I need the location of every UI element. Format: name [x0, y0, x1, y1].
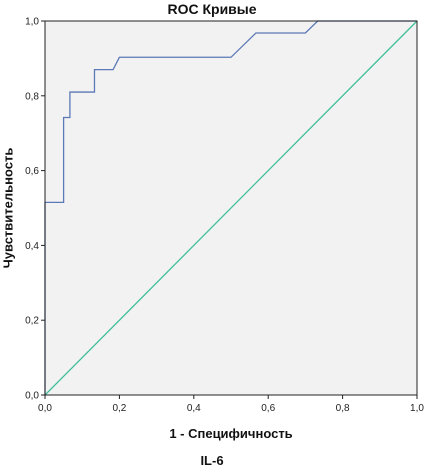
x-tick-label: 0,4 — [187, 403, 201, 414]
x-tick-label: 0,6 — [261, 403, 275, 414]
x-tick-label: 0,2 — [112, 403, 126, 414]
x-tick-label: 0,8 — [336, 403, 350, 414]
y-tick-label: 0,2 — [25, 316, 39, 327]
y-tick-label: 0,4 — [25, 241, 39, 252]
y-tick-label: 0,6 — [25, 166, 39, 177]
y-axis-label: Чувствительность — [0, 147, 16, 269]
y-tick-label: 0,0 — [25, 391, 39, 402]
y-tick-label: 0,8 — [25, 91, 39, 102]
plot-frame — [44, 20, 418, 396]
x-axis-label: 1 - Специфичность — [169, 426, 293, 441]
chart-title: ROC Кривые — [167, 1, 257, 17]
roc-curve-line — [44, 20, 417, 395]
reference-diagonal-line — [44, 20, 418, 396]
y-tick-label: 1,0 — [25, 17, 39, 28]
variable-caption: IL-6 — [200, 453, 224, 468]
x-tick-label: 1,0 — [410, 403, 424, 414]
x-tick-label: 0,0 — [38, 403, 52, 414]
